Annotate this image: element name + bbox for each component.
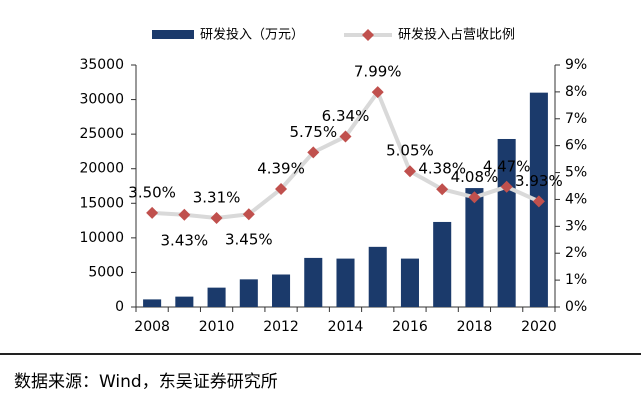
y-tick-label: 10000: [79, 230, 124, 246]
x-tick-label: 2014: [328, 319, 364, 335]
data-label: 3.93%: [515, 172, 563, 190]
data-label: 4.38%: [418, 160, 466, 178]
marker: [210, 211, 223, 224]
x-tick-label: 2020: [521, 319, 557, 335]
y-tick-label: 5000: [88, 264, 124, 280]
bar: [304, 257, 323, 307]
y-tick-label: 35000: [79, 57, 124, 73]
marker: [307, 146, 320, 159]
data-label: 3.50%: [128, 183, 176, 201]
x-tick-label: 2016: [392, 319, 428, 335]
marker: [146, 206, 159, 219]
y2-tick-label: 7%: [565, 111, 587, 127]
y2-tick-label: 8%: [565, 84, 587, 100]
bar: [368, 246, 387, 307]
bar: [207, 287, 226, 307]
bar: [497, 138, 516, 307]
y2-tick-label: 4%: [565, 191, 587, 207]
bar: [175, 296, 194, 307]
y2-tick-label: 6%: [565, 138, 587, 154]
y-tick-label: 15000: [79, 195, 124, 211]
marker: [178, 208, 191, 221]
x-tick-label: 2012: [263, 319, 299, 335]
data-label: 4.39%: [257, 159, 305, 177]
y-tick-label: 25000: [79, 126, 124, 142]
y-tick-label: 0: [115, 299, 124, 315]
marker: [500, 180, 513, 193]
y2-tick-label: 0%: [565, 299, 587, 315]
bar: [465, 188, 484, 307]
data-label: 5.75%: [289, 123, 337, 141]
bar: [239, 279, 258, 307]
data-label: 7.99%: [354, 63, 402, 81]
y2-tick-label: 5%: [565, 165, 587, 181]
legend-label: 研发投入（万元）: [200, 27, 304, 43]
x-tick-label: 2010: [199, 319, 235, 335]
data-label: 3.45%: [225, 231, 273, 249]
bar: [336, 258, 355, 307]
legend-swatch: [362, 29, 374, 41]
data-label: 5.05%: [386, 142, 434, 160]
x-tick-label: 2018: [457, 319, 493, 335]
bar: [143, 299, 162, 307]
marker: [436, 183, 449, 196]
data-label: 3.43%: [161, 231, 209, 249]
y2-tick-label: 2%: [565, 245, 587, 261]
y2-tick-label: 1%: [565, 272, 587, 288]
legend-swatch: [152, 30, 194, 39]
marker: [403, 165, 416, 178]
y-tick-label: 20000: [79, 161, 124, 177]
y-tick-label: 30000: [79, 92, 124, 108]
x-tick-label: 2008: [134, 319, 170, 335]
marker: [339, 130, 352, 143]
data-label: 4.08%: [451, 168, 499, 186]
marker: [275, 182, 288, 195]
y2-tick-label: 9%: [565, 57, 587, 73]
y2-tick-label: 3%: [565, 218, 587, 234]
marker: [468, 191, 481, 204]
bar: [433, 221, 452, 307]
data-label: 6.34%: [322, 107, 370, 125]
data-label: 3.31%: [193, 188, 241, 206]
marker: [242, 208, 255, 221]
bar: [272, 274, 291, 307]
data-label: 4.47%: [483, 157, 531, 175]
source: 数据来源：Wind，东吴证券研究所: [14, 372, 278, 392]
marker: [371, 86, 384, 99]
bar: [400, 258, 419, 307]
marker: [532, 195, 545, 208]
legend-label: 研发投入占营收比例: [398, 27, 515, 43]
